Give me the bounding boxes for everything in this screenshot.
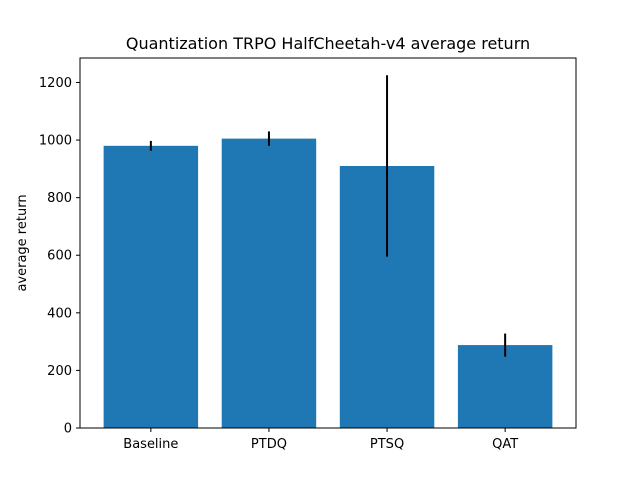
bar-baseline: [103, 145, 199, 428]
error-bars-layer: [149, 75, 507, 357]
x-axis: Baseline PTDQ PTSQ QAT: [123, 428, 518, 452]
y-tick-label: 1200: [39, 76, 72, 91]
y-axis: 0 200 400 600 800 1000 1200: [39, 76, 80, 437]
chart-title: Quantization TRPO HalfCheetah-v4 average…: [126, 34, 530, 53]
y-tick-label: 800: [47, 191, 72, 206]
y-axis-label: average return: [15, 194, 30, 291]
x-tick-label: PTDQ: [251, 437, 287, 452]
bar-qat: [457, 345, 553, 428]
y-tick-label: 200: [47, 364, 72, 379]
y-tick-label: 600: [47, 249, 72, 264]
x-tick-label: QAT: [492, 437, 518, 452]
y-tick-label: 1000: [39, 134, 72, 149]
plot-area-frame: [79, 57, 577, 429]
bar-ptdq: [221, 138, 317, 429]
y-tick-label: 0: [64, 422, 72, 437]
y-tick-label: 400: [47, 306, 72, 321]
x-tick-label: Baseline: [123, 437, 178, 452]
x-tick-label: PTSQ: [370, 437, 404, 452]
